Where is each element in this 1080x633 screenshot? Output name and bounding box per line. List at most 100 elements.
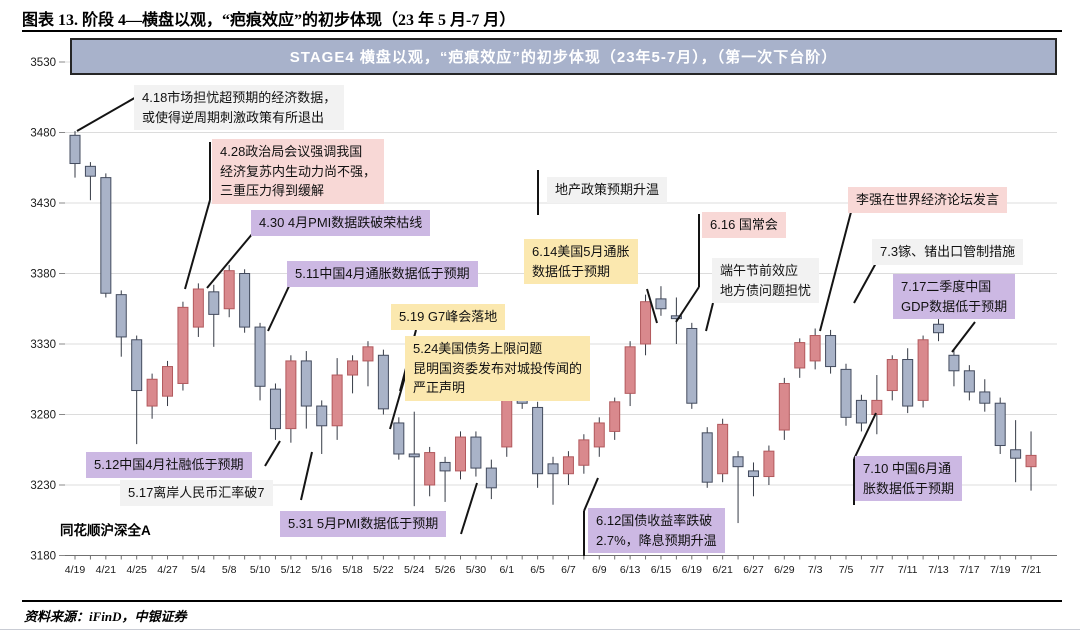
x-tick-label: 5/4 xyxy=(191,564,206,576)
candle xyxy=(624,346,636,394)
candle xyxy=(825,335,837,368)
callout-line xyxy=(951,321,976,353)
candle xyxy=(223,270,235,310)
candle xyxy=(794,342,806,369)
x-tick-label: 7/17 xyxy=(959,564,980,576)
x-tick-label: 6/19 xyxy=(682,564,703,576)
source-divider xyxy=(22,600,1062,602)
annotation-note-5-11: 5.11中国4月通胀数据低于预期 xyxy=(287,261,478,287)
candle xyxy=(809,335,821,362)
candle xyxy=(424,452,436,486)
candle xyxy=(393,422,405,455)
candle xyxy=(177,306,189,384)
figure-title: 图表 13. 阶段 4—横盘以观，“疤痕效应”的初步体现（23 年 5 月-7 … xyxy=(22,12,516,29)
x-tick-label: 5/10 xyxy=(250,564,271,576)
candle xyxy=(100,177,112,294)
annotation-note-7-10: 7.10 中国6月通 胀数据低于预期 xyxy=(855,456,963,501)
annotation-note-4-30: 4.30 4月PMI数据跌破荣枯线 xyxy=(251,210,431,236)
y-tick-label: 3330 xyxy=(30,339,56,351)
candle xyxy=(162,366,174,397)
x-tick-label: 4/25 xyxy=(126,564,147,576)
candle xyxy=(963,370,975,393)
candle xyxy=(871,399,883,415)
annotation-note-4-28: 4.28政治局会议强调我国 经济复苏内生动力尚不强， 三重压力得到缓解 xyxy=(212,139,385,204)
candle xyxy=(239,273,251,328)
x-tick-label: 5/12 xyxy=(281,564,302,576)
y-tick-label: 3480 xyxy=(30,128,56,140)
callout-line xyxy=(460,482,478,535)
x-tick-label: 5/8 xyxy=(222,564,237,576)
x-tick-label: 6/21 xyxy=(712,564,733,576)
candle xyxy=(994,402,1006,447)
source-note: 资料来源：iFinD，中银证券 xyxy=(24,609,187,624)
candle xyxy=(855,399,867,424)
annotation-note-4-18: 4.18市场担忧超预期的经济数据， 或使得逆周期刺激政策有所退出 xyxy=(134,85,345,130)
candle xyxy=(917,339,929,401)
annotation-note-6-14: 6.14美国5月通胀 数据低于预期 xyxy=(524,239,638,284)
annotation-note-6-12: 6.12国债收益率跌破 2.7%，降息预期升温 xyxy=(588,508,725,553)
candle xyxy=(655,298,667,310)
stage-banner: STAGE4 横盘以观，“疤痕效应”的初步体现（23年5-7月），（第一次下台阶… xyxy=(70,38,1057,75)
y-tick-label: 3230 xyxy=(30,480,56,492)
candle xyxy=(439,461,451,472)
x-tick-label: 7/7 xyxy=(870,564,885,576)
y-tick-label: 3530 xyxy=(30,57,56,69)
callout-line xyxy=(819,211,852,332)
candle xyxy=(640,301,652,345)
candle xyxy=(84,165,96,177)
y-tick-label: 3280 xyxy=(30,410,56,422)
candle xyxy=(562,456,574,475)
candle xyxy=(115,294,127,338)
y-tick-label: 3380 xyxy=(30,269,56,281)
candle xyxy=(1025,454,1037,468)
annotation-note-7-17: 7.17二季度中国 GDP数据低于预期 xyxy=(893,274,1016,319)
page-bottom-divider xyxy=(0,629,1080,630)
candle xyxy=(192,288,204,328)
x-tick-label: 7/21 xyxy=(1021,564,1042,576)
x-tick-label: 7/11 xyxy=(898,564,918,576)
index-name-label: 同花顺沪深全A xyxy=(60,523,151,538)
y-tick-label: 3430 xyxy=(30,198,56,210)
x-tick-label: 6/1 xyxy=(499,564,514,576)
annotation-note-dragonboat: 端午节前效应 地方债问题担忧 xyxy=(712,258,820,303)
annotation-note-7-3: 7.3镓、锗出口管制措施 xyxy=(872,239,1024,265)
candle xyxy=(547,463,559,475)
candle xyxy=(146,378,158,407)
candle xyxy=(316,405,328,427)
candle xyxy=(254,326,266,387)
candle xyxy=(269,388,281,430)
y-tick-label: 3180 xyxy=(30,551,56,563)
annotation-note-5-19: 5.19 G7峰会落地 xyxy=(391,304,506,330)
candle xyxy=(933,323,945,334)
annotation-note-5-31: 5.31 5月PMI数据低于预期 xyxy=(280,511,447,537)
candle xyxy=(948,354,960,372)
candle xyxy=(747,470,759,478)
x-tick-label: 6/7 xyxy=(561,564,576,576)
callout-line xyxy=(705,302,714,332)
x-tick-label: 7/19 xyxy=(990,564,1011,576)
annotation-note-5-24: 5.24美国债务上限问题 昆明国资委发布对城投传闻的 严正声明 xyxy=(405,336,591,401)
candle xyxy=(408,453,420,458)
candle xyxy=(701,432,713,483)
candle xyxy=(455,436,466,472)
callout-line xyxy=(583,477,599,512)
candle xyxy=(763,450,775,478)
candle xyxy=(1010,449,1022,459)
candle xyxy=(609,401,621,432)
candle xyxy=(979,391,991,404)
callout-line xyxy=(264,440,281,467)
candle xyxy=(470,436,482,469)
candle xyxy=(347,360,359,376)
candle xyxy=(131,339,143,392)
x-tick-label: 6/5 xyxy=(530,564,545,576)
candle xyxy=(670,315,682,320)
callout-line xyxy=(76,95,139,132)
x-tick-label: 6/15 xyxy=(651,564,672,576)
candlestick-chart: 3530 3480 3430 3380 3330 3280 3230 3180 4/19 4/21… xyxy=(0,32,1080,592)
candle xyxy=(886,359,898,392)
candle xyxy=(362,346,374,362)
x-tick-label: 5/22 xyxy=(373,564,394,576)
candle xyxy=(578,439,590,466)
annotation-note-liqiang-forum: 李强在世界经济论坛发言 xyxy=(848,187,1008,213)
